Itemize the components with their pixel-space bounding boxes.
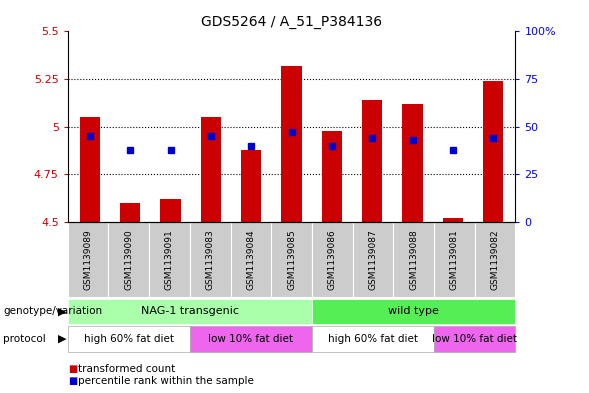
Text: wild type: wild type	[388, 307, 439, 316]
Text: GSM1139088: GSM1139088	[409, 229, 418, 290]
Text: ■: ■	[68, 364, 77, 374]
Text: ▶: ▶	[58, 307, 66, 316]
Bar	[322, 130, 342, 222]
Text: NAG-1 transgenic: NAG-1 transgenic	[141, 307, 239, 316]
Text: percentile rank within the sample: percentile rank within the sample	[78, 376, 254, 386]
Text: GSM1139081: GSM1139081	[450, 229, 459, 290]
Text: ▶: ▶	[58, 334, 66, 344]
Text: high 60% fat diet: high 60% fat diet	[84, 334, 174, 344]
Text: protocol: protocol	[3, 334, 46, 344]
Bar	[282, 66, 302, 222]
Text: ■: ■	[68, 376, 77, 386]
Bar	[362, 100, 382, 222]
Bar	[201, 117, 221, 222]
Bar	[483, 81, 503, 222]
Text: GSM1139085: GSM1139085	[287, 229, 296, 290]
Bar	[241, 150, 262, 222]
Bar	[443, 218, 463, 222]
Bar	[80, 117, 100, 222]
Text: GSM1139086: GSM1139086	[327, 229, 337, 290]
Text: high 60% fat diet: high 60% fat diet	[328, 334, 418, 344]
Text: GSM1139090: GSM1139090	[124, 229, 133, 290]
Bar	[402, 104, 423, 222]
Text: GSM1139084: GSM1139084	[246, 229, 256, 290]
Bar	[160, 199, 181, 222]
Text: GSM1139087: GSM1139087	[369, 229, 378, 290]
Text: low 10% fat diet: low 10% fat diet	[432, 334, 517, 344]
Text: low 10% fat diet: low 10% fat diet	[209, 334, 293, 344]
Text: genotype/variation: genotype/variation	[3, 307, 102, 316]
Text: GSM1139082: GSM1139082	[491, 229, 499, 290]
Text: transformed count: transformed count	[78, 364, 176, 374]
Title: GDS5264 / A_51_P384136: GDS5264 / A_51_P384136	[201, 15, 382, 29]
Text: GSM1139091: GSM1139091	[165, 229, 174, 290]
Text: GSM1139083: GSM1139083	[206, 229, 214, 290]
Bar	[120, 203, 140, 222]
Text: GSM1139089: GSM1139089	[84, 229, 92, 290]
